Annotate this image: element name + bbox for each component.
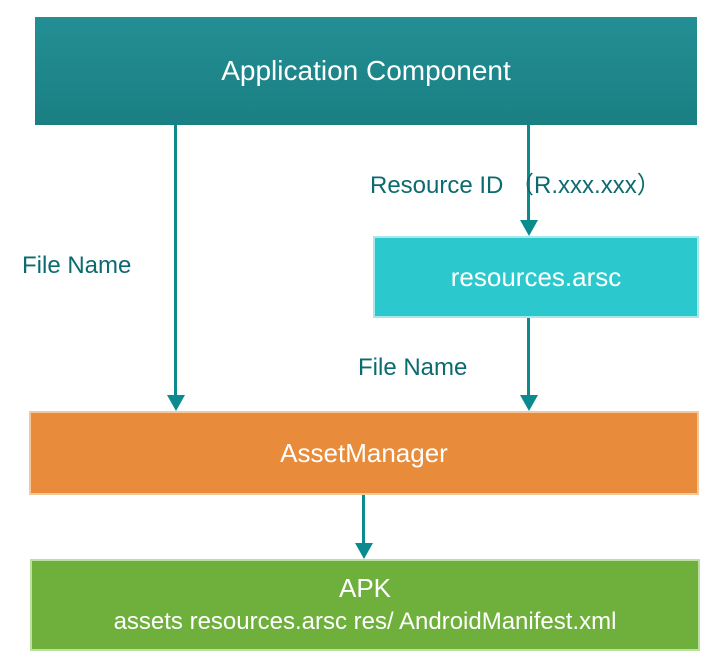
arrow-head-asset-to-apk: [355, 543, 373, 559]
edge-label-file-name-left: File Name: [22, 252, 131, 280]
node-asset-manager: AssetManager: [29, 411, 699, 495]
arrow-app-to-asset: [174, 125, 177, 399]
node-resources-arsc: resources.arsc: [373, 236, 699, 318]
arrow-head-app-to-asset: [167, 395, 185, 411]
node-label: AssetManager: [280, 438, 448, 469]
node-label: resources.arsc: [451, 262, 622, 293]
node-label: Application Component: [221, 55, 511, 87]
node-application-component: Application Component: [35, 17, 697, 125]
edge-label-file-name-right: File Name: [358, 354, 467, 382]
apk-subtitle: assets resources.arsc res/ AndroidManife…: [114, 606, 617, 638]
apk-title: APK: [339, 571, 391, 606]
arrow-head-resources-to-asset: [520, 395, 538, 411]
arrow-head-app-to-resources: [520, 220, 538, 236]
arrow-resources-to-asset: [527, 318, 530, 399]
arrow-asset-to-apk: [362, 495, 365, 547]
edge-label-resource-id: Resource ID （R.xxx.xxx）: [370, 165, 661, 200]
node-apk: APK assets resources.arsc res/ AndroidMa…: [30, 559, 700, 651]
